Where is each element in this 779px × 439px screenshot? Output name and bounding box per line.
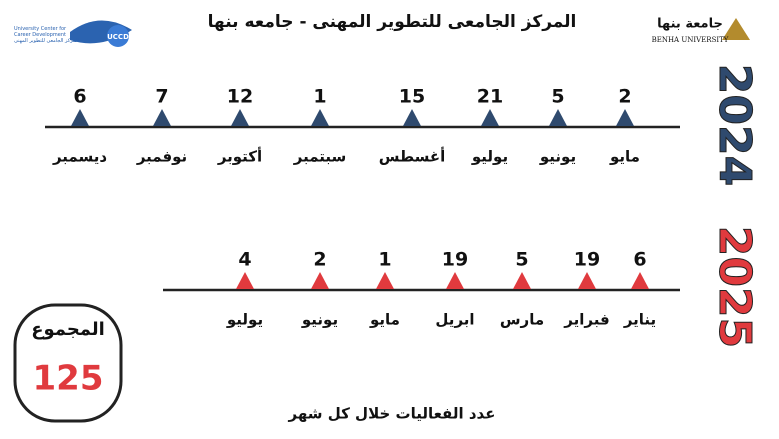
uccd-logo: UCCD University Center for Career Develo… [14,20,132,47]
event-month: يوليو [471,148,508,166]
event-count: 6 [633,249,646,271]
logo-emblem [722,18,750,40]
benha-logo: جامعة بنها BENHA UNIVERSITY [652,17,750,44]
logo-en: University Center for Career Development [14,26,67,38]
logo-name: University Center for Career Development… [14,26,84,44]
event-marker [446,272,464,289]
logo-circle [107,25,129,47]
event-month: أغسطس [379,147,445,166]
event-month: مايو [609,148,640,166]
event-count: 15 [399,86,425,108]
event-month: فبراير [563,311,609,329]
event-marker [311,272,329,289]
event-count: 5 [515,249,528,271]
logo-arabic: جامعة بنها [657,17,723,32]
event-count: 1 [313,86,326,108]
event-count: 21 [477,86,503,108]
total-frame [13,303,123,423]
event-marker [153,109,171,126]
event-month: ابريل [435,311,474,329]
event-count: 1 [378,249,391,271]
event-marker [71,109,89,126]
title: المركز الجامعى للتطوير المهنى - جامعه بن… [208,12,577,32]
event-marker [481,109,499,126]
event-month: مارس [500,311,544,329]
event-count: 5 [551,86,564,108]
event-marker [578,272,596,289]
event-month: مايو [369,311,400,329]
event-count: 2 [313,249,326,271]
event-month: يوليو [226,311,263,329]
event-marker [236,272,254,289]
event-month: يناير [623,311,656,329]
event-month: ديسمبر [52,148,107,166]
event-month: نوفمبر [136,148,187,166]
total-box: المجموع 125 [13,303,123,423]
logo-acronym: UCCD [107,33,129,41]
event-marker [549,109,567,126]
event-marker [631,272,649,289]
event-count: 19 [442,249,468,271]
year-label: 2024 [709,64,760,186]
logo-english: BENHA UNIVERSITY [652,36,729,44]
event-count: 2 [618,86,631,108]
logo-ar: المركز الجامعى للتطوير المهنى [14,38,79,44]
event-marker [616,109,634,126]
event-count: 19 [574,249,600,271]
event-count: 6 [73,86,86,108]
event-marker [513,272,531,289]
event-marker [231,109,249,126]
year-label: 2025 [709,226,760,348]
event-marker [311,109,329,126]
logo-text: University Center for Career Development… [14,26,84,44]
event-marker [403,109,421,126]
total-value: 125 [33,359,104,399]
event-month: سبتمبر [293,148,347,166]
event-month: أكتوبر [217,147,262,166]
event-count: 4 [238,249,251,271]
footer: عدد الفعاليات خلال كل شهر [288,405,496,423]
event-count: 12 [227,86,253,108]
event-month: يونيو [539,148,576,166]
event-count: 7 [155,86,168,108]
event-month: يونيو [301,311,338,329]
event-marker [376,272,394,289]
total-label: المجموع [31,319,105,340]
